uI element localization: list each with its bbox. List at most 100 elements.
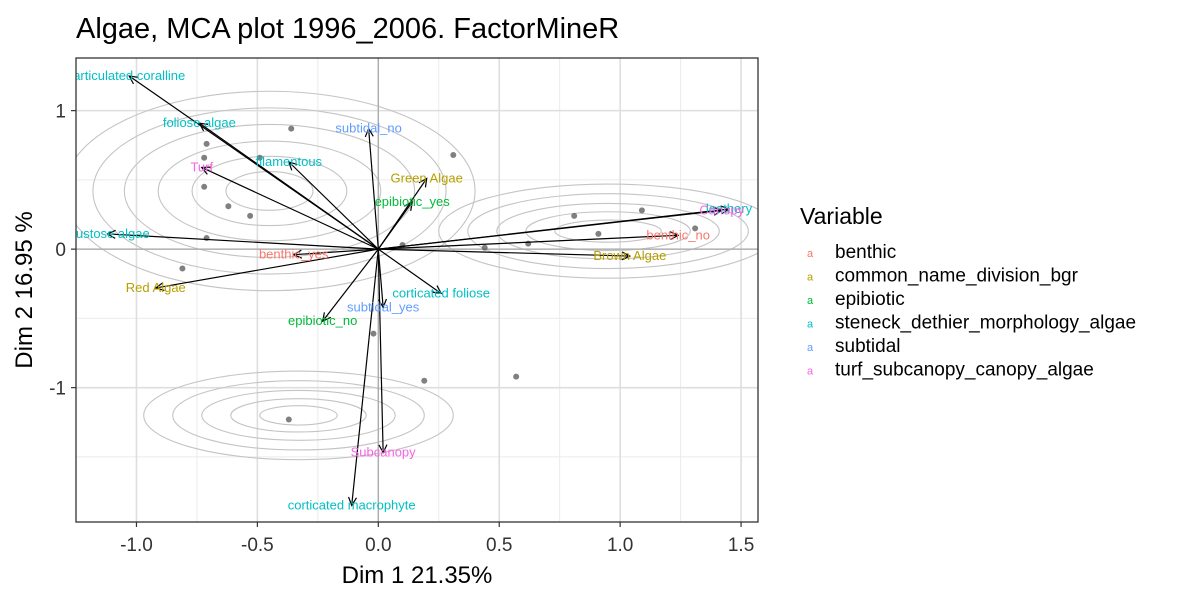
arrow-benthic-yes — [294, 248, 379, 255]
arrow-turf — [202, 167, 379, 250]
data-point — [256, 154, 263, 161]
x-tick-label: 0.5 — [486, 535, 512, 556]
data-point — [513, 373, 520, 380]
arrow-corticated-foliose — [377, 248, 441, 293]
data-point — [247, 212, 254, 219]
category-label: benthic_yes — [259, 247, 329, 262]
data-point — [201, 183, 208, 190]
legend-key: a — [807, 272, 814, 284]
legend: Variable a benthic a common_name_division_b… — [800, 203, 1136, 381]
category-label: subtidal_yes — [347, 299, 420, 314]
density-contour — [201, 389, 396, 441]
x-tick-label: -0.5 — [241, 535, 274, 556]
data-point — [421, 377, 428, 384]
density-contours — [76, 90, 758, 461]
category-label: epibiotic_yes — [375, 194, 451, 209]
x-axis-title: Dim 1 21.35% — [342, 562, 493, 589]
data-point — [225, 203, 232, 210]
plot-panel: articulated coralline foliose algae filame… — [65, 57, 759, 523]
category-label: Red Algae — [126, 280, 186, 295]
variable-arrows — [107, 76, 729, 505]
category-label: corticated foliose — [392, 285, 490, 300]
arrow-benthic-no — [378, 235, 678, 250]
arrow-canopy — [378, 210, 721, 250]
arrow-red-algae — [156, 248, 379, 288]
density-contour — [92, 107, 447, 275]
legend-key: a — [807, 248, 814, 260]
x-tick-label: 0.0 — [365, 535, 391, 556]
density-contour — [438, 183, 758, 279]
category-label: Turf — [190, 159, 213, 174]
y-axis-title: Dim 2 16.95 % — [11, 211, 38, 368]
data-point — [450, 151, 457, 158]
data-point — [481, 244, 488, 251]
data-point — [571, 212, 578, 219]
density-contour — [225, 171, 314, 211]
category-label: articulated coralline — [73, 68, 185, 83]
y-axis: -1 0 1 — [49, 102, 76, 400]
data-point — [201, 154, 208, 161]
category-label: crustose algae — [65, 226, 150, 241]
density-contour — [525, 211, 691, 252]
x-tick-label: -1.0 — [120, 535, 153, 556]
legend-label: steneck_dethier_morphology_algae — [835, 313, 1136, 334]
category-label: foliose algae — [163, 115, 236, 130]
x-tick-label: 1.5 — [728, 535, 754, 556]
data-point — [285, 416, 292, 423]
data-point — [179, 265, 186, 272]
legend-label: epibiotic — [835, 289, 905, 310]
panel-border — [75, 57, 759, 523]
legend-label: subtidal — [835, 336, 901, 357]
category-label: corticated macrophyte — [288, 497, 416, 512]
arrow-subtidal-no — [369, 129, 379, 250]
y-tick-label: -1 — [49, 379, 66, 400]
data-point — [288, 125, 295, 132]
density-contour — [554, 219, 662, 243]
legend-title: Variable — [800, 203, 883, 229]
density-contour — [157, 140, 382, 242]
legend-key: a — [807, 295, 814, 307]
data-point — [638, 207, 645, 214]
legend-label: benthic — [835, 242, 896, 263]
density-contour — [191, 155, 348, 227]
category-label: Brown Algae — [593, 248, 666, 263]
category-label: filamentous — [256, 154, 323, 169]
arrow-subcanopy — [377, 249, 383, 453]
arrow-corticated-macrophyte — [352, 249, 379, 505]
category-label: Subcanopy — [351, 445, 417, 460]
y-tick-label: 0 — [55, 240, 66, 261]
zero-lines — [76, 58, 758, 522]
category-label: benthic_no — [646, 227, 710, 242]
category-labels: articulated coralline foliose algae filame… — [65, 68, 753, 512]
legend-label: turf_subcanopy_canopy_algae — [835, 360, 1094, 381]
density-contour — [143, 370, 454, 461]
legend-key: a — [807, 366, 814, 378]
data-point — [525, 240, 532, 247]
density-contour — [496, 202, 720, 260]
arrow-crustose-algae — [107, 234, 379, 250]
individual-points — [179, 125, 699, 423]
category-label: epibiotic_no — [288, 313, 357, 328]
density-contour — [172, 380, 425, 451]
category-label: subtidal_no — [335, 121, 402, 136]
category-label: Green Algae — [391, 171, 463, 186]
data-point — [203, 140, 210, 147]
density-contour — [123, 123, 416, 259]
data-point — [595, 230, 602, 237]
y-tick-label: 1 — [55, 102, 66, 123]
chart-title: Algae, MCA plot 1996_2006. FactorMineR — [76, 13, 619, 45]
density-contour — [259, 405, 338, 426]
data-point — [692, 225, 699, 232]
arrow-epibiotic-no — [323, 248, 379, 321]
category-label: Canopy — [699, 202, 744, 217]
legend-label: common_name_division_bgr — [835, 266, 1079, 287]
legend-key: a — [807, 319, 814, 331]
arrow-filamentous — [289, 162, 379, 250]
arrow-brown-algae — [378, 248, 630, 256]
arrow-foliose-algae — [199, 123, 379, 250]
legend-key: a — [807, 342, 814, 354]
density-contour — [76, 90, 476, 292]
arrow-epibiotic-yes — [377, 202, 412, 250]
x-axis: -1.0 -0.5 0.0 0.5 1.0 1.5 — [120, 522, 754, 556]
